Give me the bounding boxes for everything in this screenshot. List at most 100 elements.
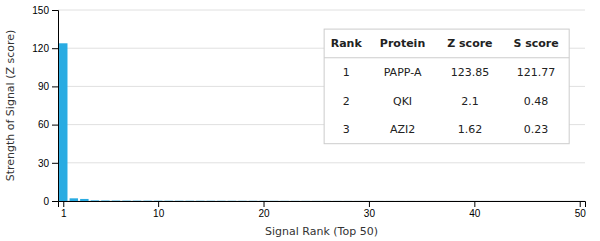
y-tick-label: 150: [32, 5, 49, 16]
bar: [554, 200, 562, 201]
bar: [122, 200, 130, 201]
x-axis-line: [59, 202, 586, 208]
table-cell: 2.1: [461, 95, 479, 108]
table-cell: 3: [343, 123, 350, 136]
grid-line: [58, 10, 585, 11]
bar: [238, 200, 246, 201]
bar: [565, 200, 573, 201]
y-tick-mark: [52, 10, 58, 11]
bar: [438, 200, 446, 201]
table-header: Protein: [380, 37, 425, 50]
y-tick-label: 90: [38, 81, 50, 92]
bar: [259, 200, 267, 201]
table-rule: [324, 57, 569, 58]
bar: [207, 200, 215, 201]
x-tick-mark: [580, 201, 581, 207]
table-cell: QKI: [393, 95, 412, 108]
y-tick: 150: [32, 5, 58, 16]
bar: [354, 200, 362, 201]
bar: [396, 200, 404, 201]
table-cell: 1: [343, 66, 350, 79]
table-cell: 1.62: [458, 123, 483, 136]
plot-area: 110203040500306090120150RankProteinZ sco…: [32, 5, 586, 219]
bar: [270, 200, 278, 201]
bar: [491, 200, 499, 201]
bar: [80, 199, 88, 201]
grid: [58, 10, 585, 201]
y-tick: 90: [38, 81, 58, 92]
x-tick: 20: [258, 201, 270, 219]
y-tick-label: 0: [43, 196, 49, 207]
bar: [217, 200, 225, 201]
bar: [291, 200, 299, 201]
bar: [523, 200, 531, 201]
bar: [312, 200, 320, 201]
y-tick: 60: [38, 119, 58, 130]
bar: [428, 200, 436, 201]
y-tick-mark: [52, 48, 58, 49]
x-tick-mark: [264, 201, 265, 207]
bar: [512, 200, 520, 201]
bar: [481, 200, 489, 201]
chart: 110203040500306090120150RankProteinZ sco…: [0, 0, 600, 241]
table-cell: 0.48: [524, 95, 549, 108]
bar: [228, 200, 236, 201]
table-cell: PAPP-A: [384, 66, 422, 79]
x-tick-mark: [63, 201, 64, 207]
x-tick: 1: [61, 201, 67, 219]
x-tick-label: 50: [575, 208, 587, 219]
bar: [576, 200, 584, 201]
grid-line: [58, 162, 585, 163]
table-cell: 121.77: [517, 66, 556, 79]
x-tick: 30: [364, 201, 376, 219]
bar: [133, 200, 141, 201]
bar: [533, 200, 541, 201]
table-cell: 2: [343, 95, 350, 108]
bar: [407, 200, 415, 201]
table-cell: 123.85: [451, 66, 490, 79]
bar: [175, 200, 183, 201]
x-tick: 50: [575, 201, 587, 219]
bar: [186, 200, 194, 201]
bar: [323, 200, 331, 201]
y-tick: 120: [32, 43, 58, 54]
bar: [417, 200, 425, 201]
table-frame: [324, 29, 569, 144]
bar: [344, 200, 352, 201]
table-header: S score: [513, 37, 558, 50]
y-tick: 0: [43, 196, 58, 207]
y-tick-label: 60: [38, 119, 50, 130]
bar: [460, 200, 468, 201]
bar: [449, 200, 457, 201]
bar: [164, 200, 172, 201]
y-tick-mark: [52, 201, 58, 202]
bar: [112, 200, 120, 201]
bar: [502, 200, 510, 201]
table-cell: AZI2: [390, 123, 415, 136]
bar: [196, 200, 204, 201]
y-axis-line: [52, 11, 59, 202]
x-tick-label: 10: [153, 208, 165, 219]
x-tick-label: 30: [364, 208, 376, 219]
x-tick-label: 20: [258, 208, 270, 219]
x-tick: 40: [469, 201, 481, 219]
bar: [301, 200, 309, 201]
bar: [91, 200, 99, 201]
bar: [544, 200, 552, 201]
bar: [333, 200, 341, 201]
x-tick-mark: [158, 201, 159, 207]
bar: [280, 200, 288, 201]
y-tick-mark: [52, 163, 58, 164]
x-axis-title: Signal Rank (Top 50): [265, 225, 378, 238]
x-axis: 1 10 20 30 40 50: [59, 201, 587, 219]
y-tick-label: 30: [38, 158, 50, 169]
y-axis: 0 30 60 90 120 150: [32, 5, 58, 207]
x-tick-mark: [369, 201, 370, 207]
bar: [70, 198, 78, 201]
x-tick: 10: [153, 201, 165, 219]
x-tick-label: 1: [61, 208, 67, 219]
bar: [143, 200, 151, 201]
table-header: Rank: [331, 37, 363, 50]
bar: [386, 200, 394, 201]
bar: [59, 43, 67, 201]
